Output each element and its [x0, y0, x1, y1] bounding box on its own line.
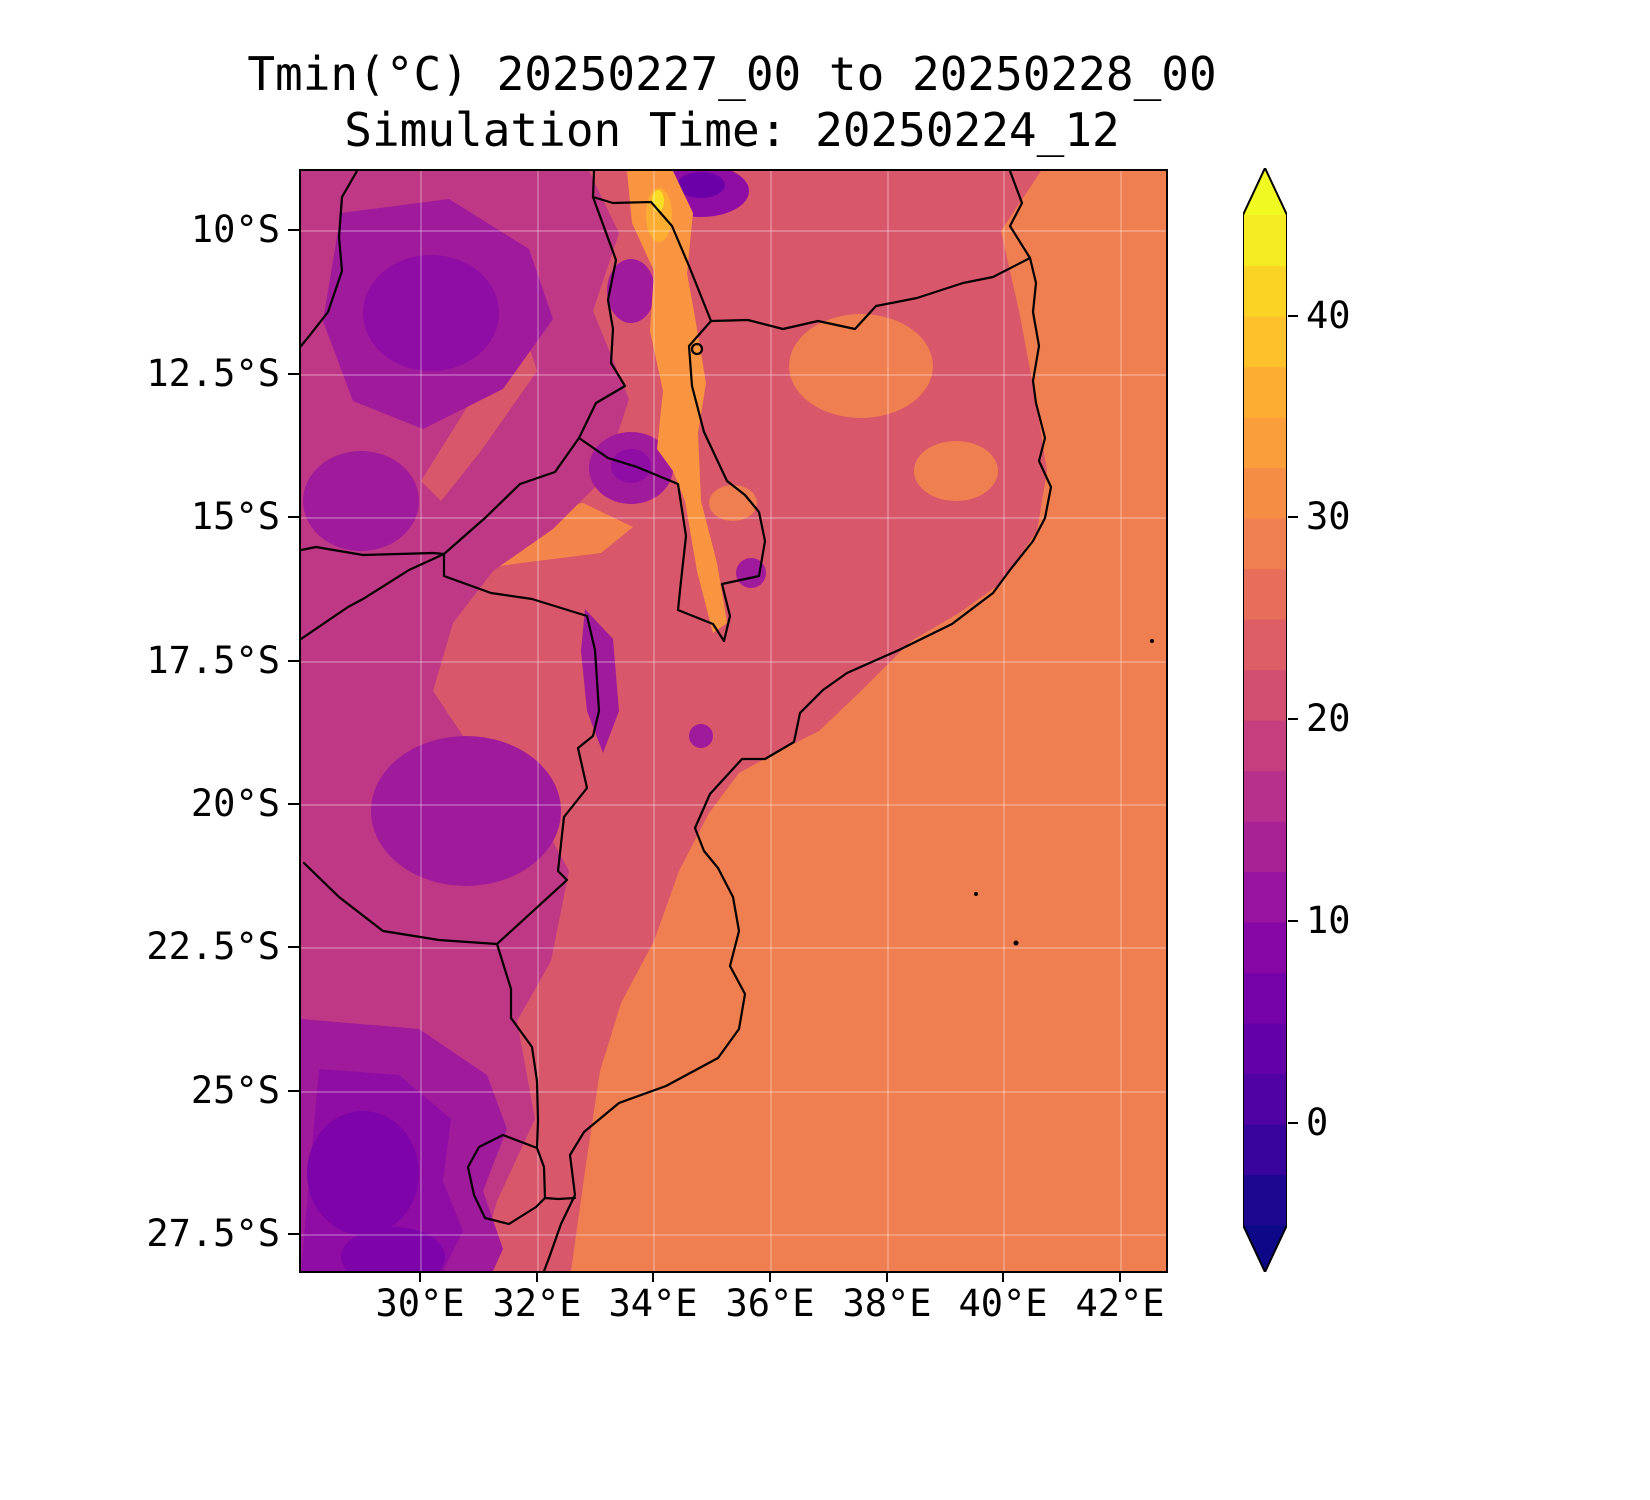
temp-region-warm-patch: [709, 485, 757, 521]
temp-region-warm-patch: [914, 441, 998, 501]
y-tick-label-27-5s: 27.5°S: [90, 1214, 280, 1254]
colorbar: [1243, 168, 1287, 1272]
colorbar-band: [1243, 771, 1287, 822]
colorbar-band: [1243, 720, 1287, 771]
colorbar-band: [1243, 922, 1287, 973]
colorbar-band: [1243, 266, 1287, 317]
colorbar-band: [1243, 1124, 1287, 1175]
border-zambia-tanzania: [593, 171, 594, 197]
colorbar-over-arrow: [1243, 168, 1287, 215]
colorbar-under-arrow: [1243, 1225, 1287, 1272]
temp-region-cold: [307, 1111, 419, 1235]
y-tick-label-20s: 20°S: [90, 784, 280, 824]
y-tick-mark: [288, 946, 299, 948]
temp-region-highland: [689, 724, 713, 748]
colorbar-bands: [1243, 215, 1287, 1226]
map-plot: [301, 171, 1166, 1271]
figure-subtitle: Simulation Time: 20250224_12: [232, 102, 1232, 158]
y-tick-label-15s: 15°S: [90, 497, 280, 537]
colorbar-tick-label-10: 10: [1306, 899, 1426, 943]
figure-canvas: Tmin(°C) 20250227_00 to 20250228_00 Simu…: [0, 0, 1650, 1500]
colorbar-band: [1243, 670, 1287, 721]
x-tick-label-42e: 42°E: [1050, 1284, 1190, 1324]
colorbar-tick-mark: [1288, 315, 1298, 317]
y-tick-label-10s: 10°S: [90, 210, 280, 250]
colorbar-band: [1243, 973, 1287, 1024]
temp-region-cold-core: [677, 172, 725, 198]
colorbar-tick-label-30: 30: [1306, 495, 1426, 539]
temp-region-highland-cool: [363, 255, 499, 371]
y-tick-mark: [288, 660, 299, 662]
colorbar-band: [1243, 518, 1287, 569]
colorbar-tick-label-0: 0: [1306, 1101, 1426, 1145]
colorbar-band: [1243, 1175, 1287, 1226]
y-tick-mark: [288, 803, 299, 805]
y-tick-label-22-5s: 22.5°S: [90, 927, 280, 967]
y-tick-label-17-5s: 17.5°S: [90, 641, 280, 681]
colorbar-band: [1243, 316, 1287, 367]
colorbar-band: [1243, 872, 1287, 923]
colorbar-band: [1243, 1023, 1287, 1074]
colorbar-band: [1243, 417, 1287, 468]
temp-region-highland: [371, 736, 561, 886]
colorbar-band: [1243, 619, 1287, 670]
colorbar-band: [1243, 1074, 1287, 1125]
figure-title: Tmin(°C) 20250227_00 to 20250228_00: [232, 46, 1232, 102]
map-axes: [299, 169, 1168, 1273]
y-tick-mark: [288, 1090, 299, 1092]
colorbar-tick-label-40: 40: [1306, 294, 1426, 338]
temp-region-highland: [303, 451, 419, 551]
y-tick-mark: [288, 516, 299, 518]
figure-title-block: Tmin(°C) 20250227_00 to 20250228_00 Simu…: [232, 46, 1232, 158]
colorbar-tick-label-20: 20: [1306, 697, 1426, 741]
y-tick-mark: [288, 229, 299, 231]
colorbar-tick-mark: [1288, 920, 1298, 922]
y-tick-label-12-5s: 12.5°S: [90, 354, 280, 394]
y-tick-label-25s: 25°S: [90, 1071, 280, 1111]
y-tick-mark: [288, 373, 299, 375]
colorbar-band: [1243, 367, 1287, 418]
colorbar-band: [1243, 468, 1287, 519]
colorbar-band: [1243, 569, 1287, 620]
colorbar-tick-mark: [1288, 516, 1298, 518]
colorbar-svg: [1243, 168, 1287, 1272]
colorbar-band: [1243, 821, 1287, 872]
y-tick-mark: [288, 1233, 299, 1235]
colorbar-tick-mark: [1288, 1122, 1298, 1124]
colorbar-tick-mark: [1288, 718, 1298, 720]
temp-region-warm-patch: [789, 314, 933, 418]
colorbar-band: [1243, 215, 1287, 266]
